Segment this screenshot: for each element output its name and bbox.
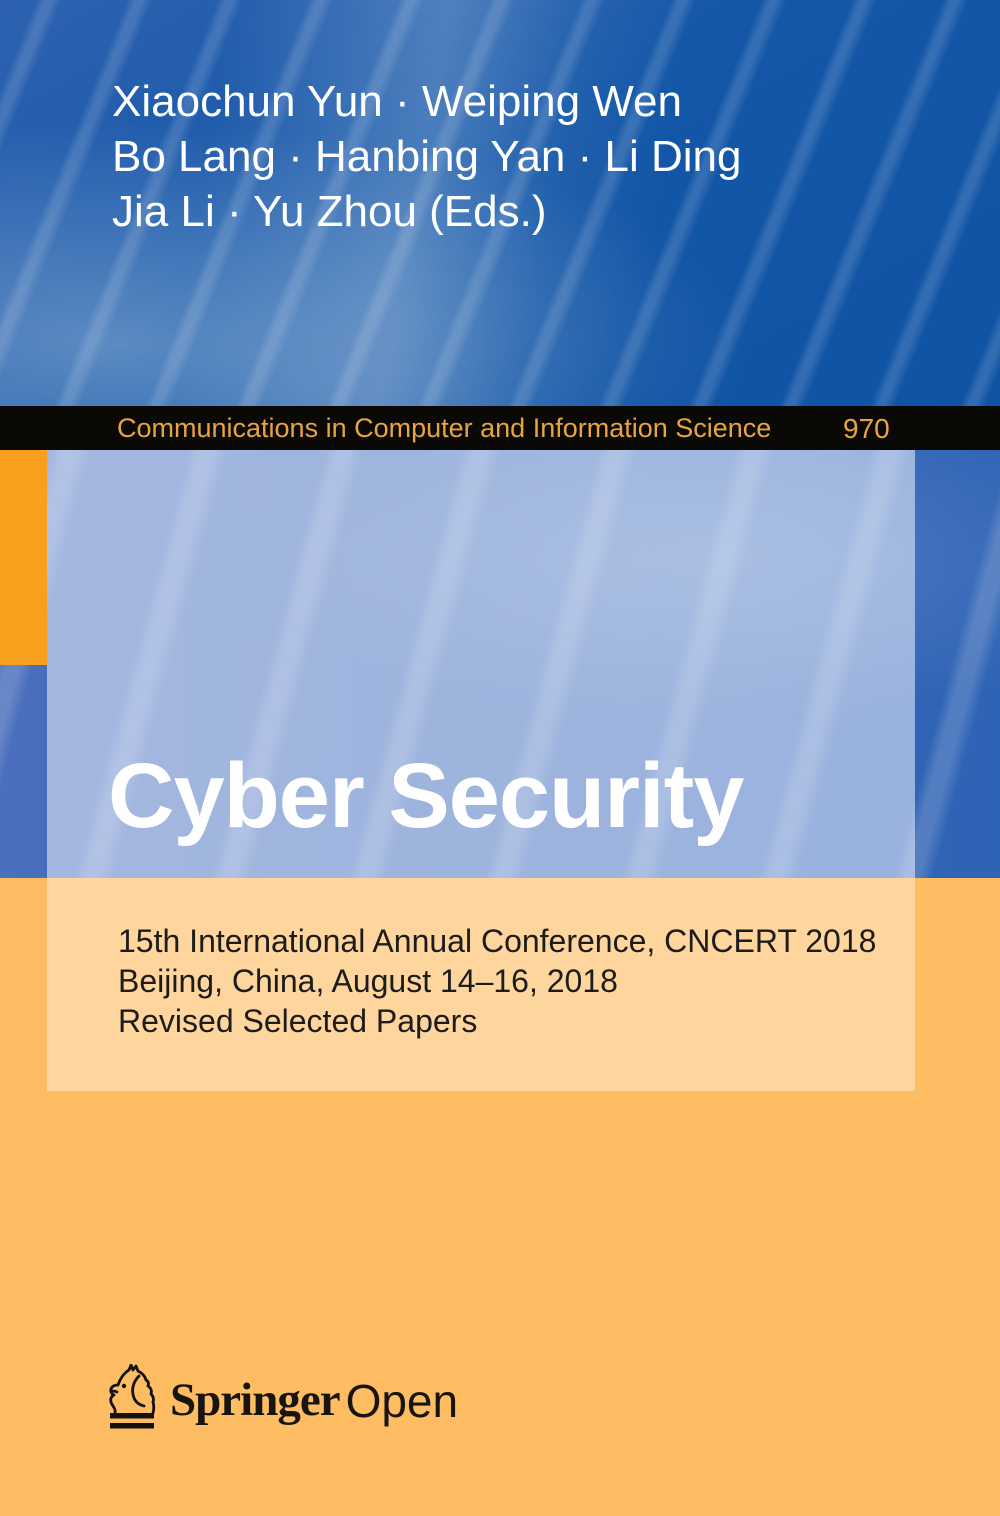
orange-accent-square [0, 450, 47, 665]
editor-line: Bo Lang · Hanbing Yan · Li Ding [112, 132, 742, 181]
series-volume-number: 970 [843, 413, 890, 444]
book-title: Cyber Security [108, 745, 744, 847]
editor-line: Xiaochun Yun · Weiping Wen [112, 77, 682, 126]
subtitle-line: 15th International Annual Conference, CN… [118, 923, 877, 959]
springer-horse-knight-icon [106, 1364, 158, 1430]
publisher-name-open: Open [345, 1375, 459, 1427]
subtitle-line: Revised Selected Papers [118, 1003, 478, 1039]
subtitle-block: 15th International Annual Conference, CN… [118, 921, 876, 1041]
subtitle-panel [47, 878, 915, 1091]
title-panel [47, 450, 915, 878]
publisher-logo: Springer Open [106, 1364, 458, 1430]
subtitle-line: Beijing, China, August 14–16, 2018 [118, 963, 618, 999]
series-band: Communications in Computer and Informati… [0, 406, 1000, 450]
editors-block: Xiaochun Yun · Weiping Wen Bo Lang · Han… [112, 74, 741, 239]
orange-bottom-background [0, 878, 1000, 1516]
editor-line: Jia Li · Yu Zhou (Eds.) [112, 187, 547, 236]
blue-texture-background-top [0, 0, 1000, 406]
series-title: Communications in Computer and Informati… [117, 413, 772, 443]
publisher-name-springer: Springer [170, 1374, 341, 1426]
